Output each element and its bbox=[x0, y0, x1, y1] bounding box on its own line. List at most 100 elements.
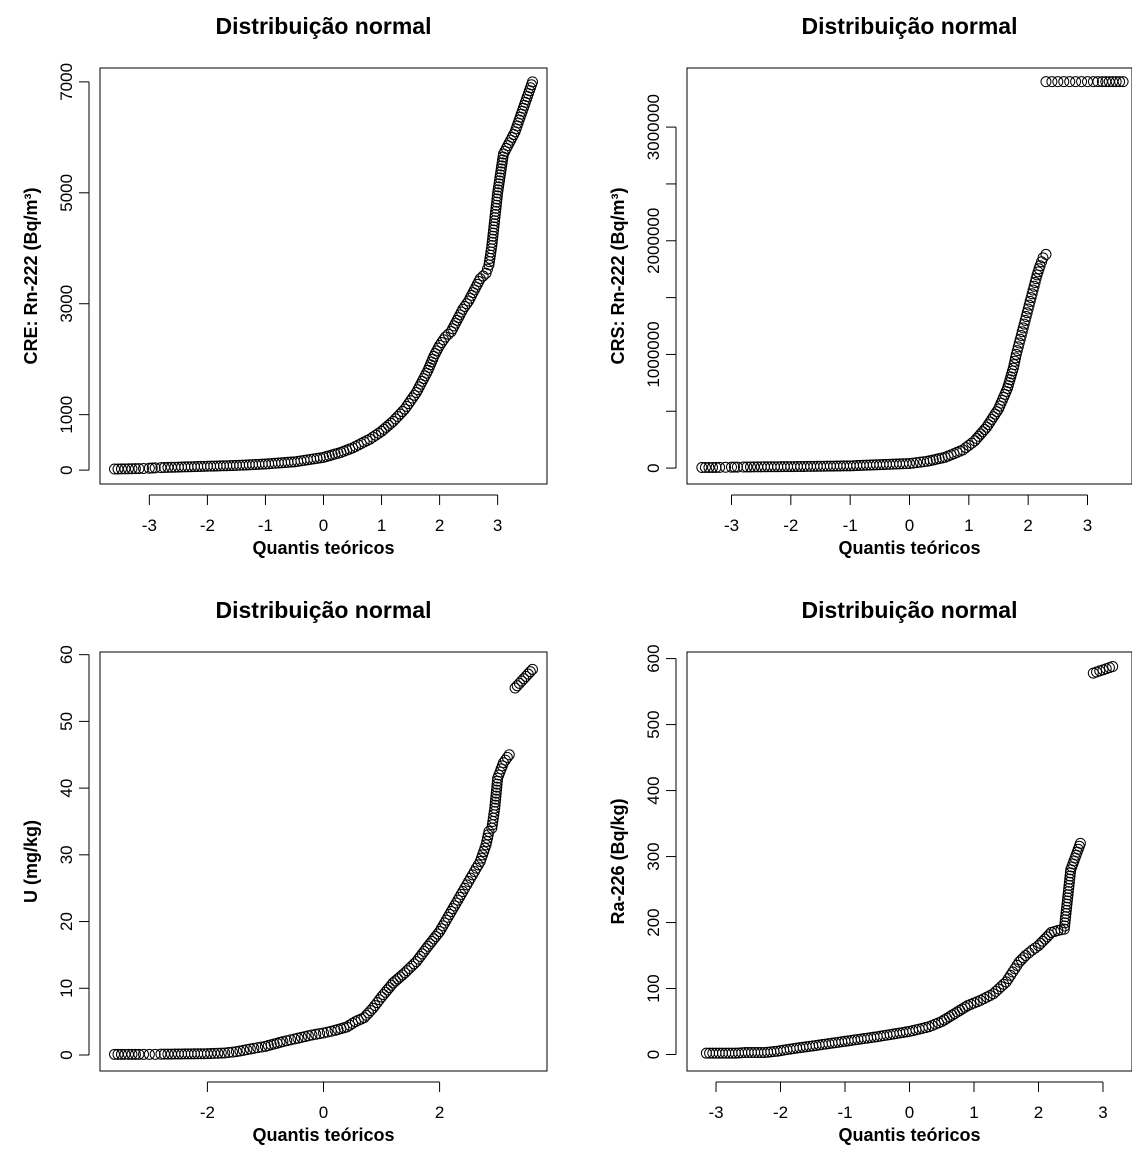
u-data-point bbox=[489, 799, 501, 811]
crs-data-point bbox=[720, 461, 732, 473]
u-data-point bbox=[347, 1017, 359, 1029]
ra226-data-point bbox=[1059, 914, 1071, 926]
u-data-point bbox=[321, 1026, 333, 1038]
crs-data-point bbox=[1082, 76, 1093, 88]
ra226-data-point bbox=[995, 981, 1007, 993]
u-data-point bbox=[149, 1048, 161, 1060]
cre-x-tick-label: 0 bbox=[319, 516, 328, 535]
ra226-data-point bbox=[1062, 892, 1074, 904]
u-data-point bbox=[244, 1043, 256, 1055]
u-data-point bbox=[487, 812, 499, 824]
u-data-point bbox=[418, 945, 430, 957]
cre-data-point bbox=[439, 331, 451, 343]
cre-data-point bbox=[408, 389, 420, 401]
u-data-point bbox=[314, 1028, 326, 1040]
panel-u: Distribuição normal -2 0 2 Quantis teóricos 0… bbox=[21, 597, 548, 1145]
cre-data-point bbox=[361, 435, 373, 447]
crs-data-point bbox=[1023, 299, 1035, 311]
ra226-x-tick-label: 3 bbox=[1098, 1103, 1107, 1122]
crs-y-tick-label: 0 bbox=[644, 463, 663, 472]
crs-data-point bbox=[1013, 337, 1025, 349]
cre-data-point bbox=[473, 276, 485, 288]
ra226-y-tick-label: 100 bbox=[644, 974, 663, 1002]
ra226-x-tick-label: 1 bbox=[969, 1103, 978, 1122]
u-data-point bbox=[338, 1022, 350, 1034]
u-data-point bbox=[295, 1031, 307, 1043]
u-data-point bbox=[449, 900, 461, 912]
cre-data-point bbox=[491, 190, 503, 202]
crs-y-tick-label: 1000000 bbox=[644, 321, 663, 387]
cre-data-point bbox=[403, 398, 415, 410]
u-y-tick-label: 30 bbox=[57, 845, 76, 864]
ra226-data-point bbox=[1043, 929, 1055, 941]
cre-data-point bbox=[486, 236, 498, 248]
crs-data-point bbox=[1070, 76, 1082, 88]
cre-data-point bbox=[525, 79, 537, 91]
u-data-point bbox=[488, 805, 500, 817]
u-data-point bbox=[522, 668, 534, 680]
u-data-point bbox=[496, 760, 508, 772]
ra226-data-point bbox=[1055, 924, 1067, 936]
ra226-data-point bbox=[1020, 950, 1032, 962]
crs-data-point bbox=[1027, 284, 1039, 296]
ra226-data-point bbox=[736, 1047, 748, 1059]
u-y-tick-label: 50 bbox=[57, 712, 76, 731]
u-data-point bbox=[383, 982, 395, 994]
u-data-point bbox=[491, 778, 503, 790]
cre-x-axis-label: Quantis teóricos bbox=[252, 538, 394, 558]
crs-data-point bbox=[977, 426, 989, 438]
u-data-point bbox=[385, 979, 397, 991]
u-data-point bbox=[499, 754, 511, 766]
u-data-point bbox=[237, 1044, 249, 1056]
crs-data-point bbox=[703, 461, 715, 473]
crs-data-point bbox=[699, 461, 711, 473]
u-data-point bbox=[394, 971, 406, 983]
cre-data-point bbox=[129, 463, 141, 475]
u-data-point bbox=[440, 914, 452, 926]
cre-data-point bbox=[461, 298, 473, 310]
ra226-data-point bbox=[1059, 917, 1071, 929]
ra226-data-point bbox=[1039, 933, 1051, 945]
u-data-point bbox=[129, 1048, 141, 1060]
ra226-data-point bbox=[1060, 911, 1072, 923]
u-x-axis-label: Quantis teóricos bbox=[252, 1125, 394, 1145]
ra226-data-point bbox=[778, 1044, 790, 1056]
crs-data-point bbox=[805, 460, 817, 472]
u-data-point bbox=[248, 1042, 260, 1054]
u-data-point bbox=[215, 1047, 227, 1059]
crs-y-tick-label: 2000000 bbox=[644, 208, 663, 274]
crs-x-tick-label: 1 bbox=[964, 516, 973, 535]
u-data-point bbox=[212, 1047, 224, 1059]
u-data-point bbox=[192, 1048, 204, 1060]
crs-x-tick-label: 2 bbox=[1023, 516, 1032, 535]
ra226-y-tick-label: 0 bbox=[644, 1050, 663, 1059]
cre-y-axis-label: CRE: Rn-222 (Bq/m³) bbox=[21, 187, 41, 364]
cre-data-point bbox=[122, 463, 134, 475]
u-data-point bbox=[208, 1047, 220, 1059]
ra226-data-point bbox=[797, 1041, 809, 1053]
cre-data-point bbox=[489, 215, 501, 227]
u-data-point bbox=[490, 793, 502, 805]
u-data-point bbox=[234, 1045, 246, 1057]
ra226-data-point bbox=[1035, 937, 1047, 949]
crs-data-point bbox=[864, 459, 876, 471]
u-data-point bbox=[490, 787, 502, 799]
crs-x-tick-label: -3 bbox=[724, 516, 739, 535]
crs-x-axis-label: Quantis teóricos bbox=[838, 538, 980, 558]
u-data-point bbox=[501, 751, 513, 763]
u-chart-title: Distribuição normal bbox=[216, 597, 432, 623]
crs-data-point bbox=[1087, 76, 1099, 88]
cre-data-point bbox=[487, 227, 499, 239]
u-data-point bbox=[122, 1048, 134, 1060]
crs-data-point bbox=[834, 460, 846, 472]
crs-data-point bbox=[907, 457, 919, 469]
u-y-tick-label: 60 bbox=[57, 645, 76, 664]
crs-data-point bbox=[1058, 76, 1070, 88]
u-data-point bbox=[344, 1019, 356, 1031]
cre-x-tick-label: 3 bbox=[493, 516, 502, 535]
crs-data-point bbox=[1114, 76, 1126, 88]
crs-data-point bbox=[714, 461, 726, 473]
u-data-point bbox=[285, 1034, 297, 1046]
cre-data-point bbox=[455, 306, 467, 318]
cre-data-point bbox=[383, 419, 395, 431]
